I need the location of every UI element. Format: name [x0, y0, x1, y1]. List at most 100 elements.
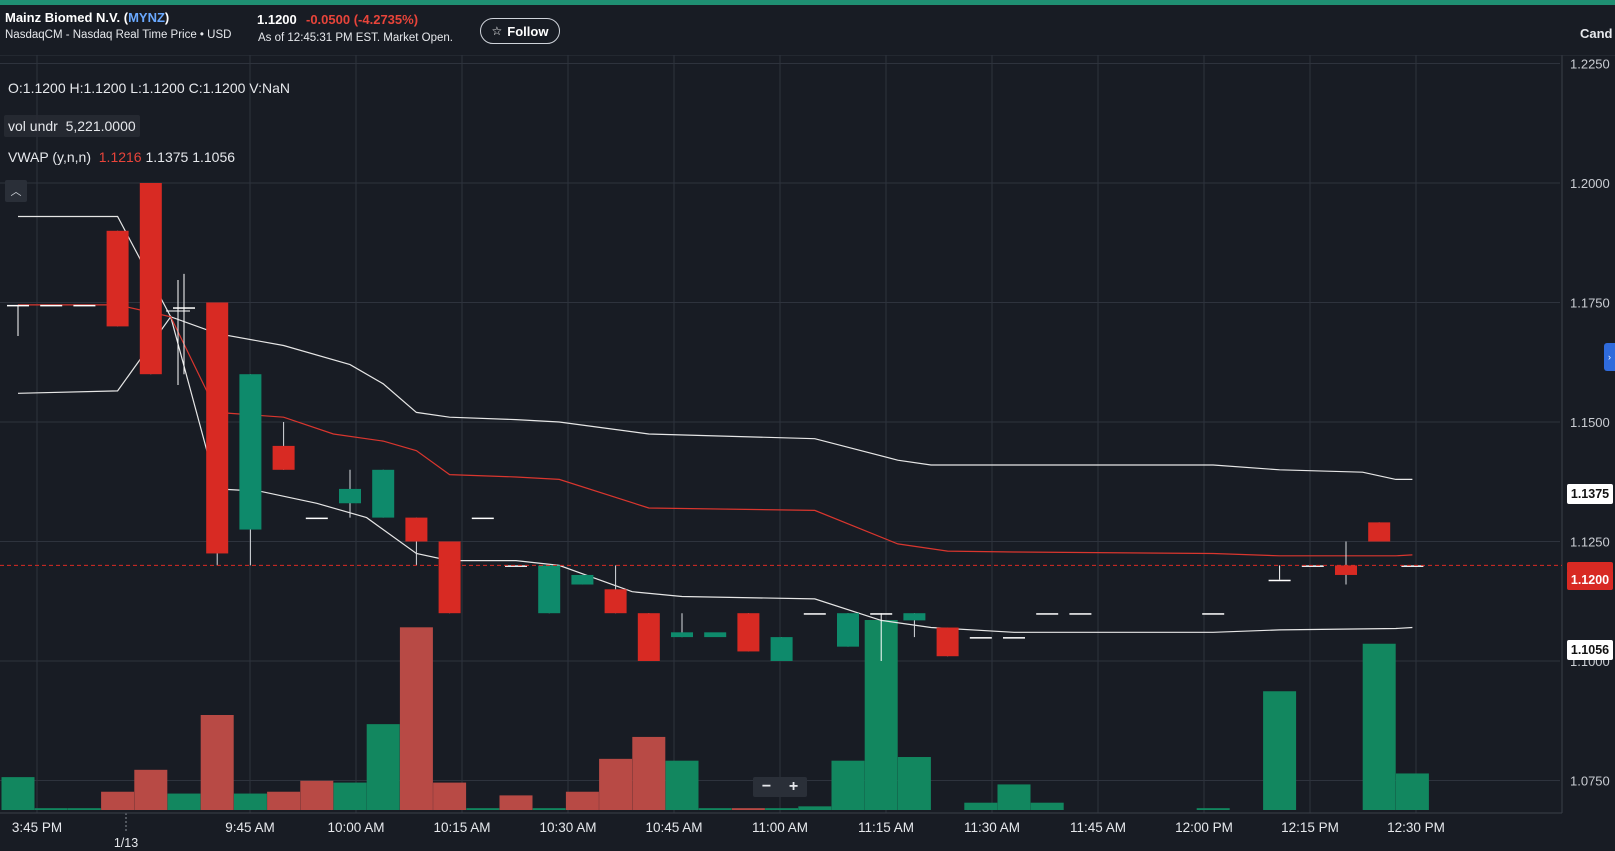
- candle-body: [272, 445, 295, 470]
- x-tick-label: 12:15 PM: [1281, 820, 1339, 835]
- price-change: -0.0500 (-4.2735%): [306, 12, 418, 27]
- volume-bar: [599, 758, 633, 810]
- candle-body: [1368, 522, 1391, 542]
- candle-body: [737, 613, 760, 652]
- vwap-legend: VWAP (y,n,n) 1.1216 1.1375 1.1056: [4, 146, 239, 168]
- change-value: -0.0500: [306, 12, 351, 27]
- candle-body: [305, 517, 328, 520]
- chevron-up-icon[interactable]: ︿: [5, 180, 27, 202]
- x-tick-label: 10:00 AM: [327, 820, 384, 835]
- vwap-mid-value: 1.1216: [98, 149, 142, 165]
- volume-bar: [831, 760, 865, 810]
- candle-body: [903, 613, 926, 621]
- volume-bars: [1, 620, 1429, 810]
- volume-bar: [698, 808, 732, 810]
- follow-label: Follow: [507, 23, 549, 39]
- volume-bar: [433, 782, 467, 810]
- side-panel-toggle[interactable]: ›: [1604, 343, 1615, 371]
- volume-bar: [897, 757, 931, 810]
- top-accent-bar: [0, 0, 1615, 5]
- x-tick-label: 11:00 AM: [752, 820, 808, 835]
- volume-bar: [134, 769, 168, 810]
- vwap-upper-band: [18, 215, 1413, 480]
- x-tick-label: 12:30 PM: [1387, 820, 1445, 835]
- candlesticks: [7, 183, 1424, 661]
- zoom-in-button[interactable]: +: [788, 778, 799, 795]
- candle-body: [40, 304, 63, 307]
- candle-body: [936, 627, 959, 657]
- x-tick-label: 11:15 AM: [858, 820, 914, 835]
- candle-body: [106, 230, 129, 327]
- volume-bar: [632, 736, 666, 810]
- exchange-info: NasdaqCM - Nasdaq Real Time Price • USD: [5, 29, 232, 41]
- y-tick-label: 1.0750: [1570, 774, 1610, 789]
- volume-bar: [731, 808, 765, 810]
- volume-bar: [34, 808, 68, 810]
- volume-bar: [964, 802, 998, 810]
- candle-body: [1036, 613, 1059, 615]
- volume-bar: [101, 791, 135, 810]
- y-tick-label: 1.1250: [1570, 535, 1610, 550]
- x-tick-label: 10:30 AM: [539, 820, 596, 835]
- x-tick-label: 10:45 AM: [645, 820, 702, 835]
- candle-body: [7, 304, 29, 307]
- last-price: 1.1200: [257, 12, 297, 27]
- volume-bar: [200, 715, 234, 810]
- company-name: Mainz Biomed N.V.: [5, 10, 121, 25]
- candle-body: [239, 374, 262, 530]
- current-price-tag: 1.1200: [1567, 570, 1613, 590]
- volume-bar: [366, 724, 400, 810]
- candle-body: [1401, 565, 1424, 567]
- candle-body: [1268, 579, 1291, 582]
- vwap-legend-label: VWAP (y,n,n): [8, 149, 91, 165]
- volume-bar: [267, 791, 301, 810]
- volume-legend-label: vol undr: [8, 118, 58, 134]
- candle-body: [770, 637, 793, 661]
- volume-bar: [997, 784, 1031, 810]
- volume-bar: [300, 780, 334, 810]
- volume-bar: [1030, 802, 1064, 810]
- chart-axes: 1.22501.20001.17501.15001.12501.10001.07…: [0, 55, 1615, 850]
- y-tick-label: 1.2250: [1570, 57, 1610, 72]
- ticker-symbol[interactable]: MYNZ: [128, 10, 165, 25]
- quote-header: Mainz Biomed N.V. (MYNZ) NasdaqCM - Nasd…: [0, 5, 1615, 55]
- candle-body: [1335, 565, 1357, 575]
- candle-body: [505, 565, 527, 567]
- security-title: Mainz Biomed N.V. (MYNZ): [5, 10, 170, 25]
- candle-body: [1202, 613, 1225, 615]
- candle-body: [538, 565, 561, 614]
- volume-legend: vol undr 5,221.0000: [4, 115, 140, 137]
- volume-bar: [798, 806, 832, 810]
- candle-body: [73, 304, 96, 307]
- price-chart[interactable]: 1.22501.20001.17501.15001.12501.10001.07…: [0, 55, 1615, 851]
- vwap-lower-price-tag: 1.1056: [1567, 640, 1613, 660]
- date-marker: 1/13: [114, 836, 138, 850]
- x-tick-label: 3:45 PM: [12, 820, 62, 835]
- candle-body: [405, 517, 428, 542]
- candle-body: [837, 613, 859, 647]
- volume-bar: [565, 791, 599, 810]
- candle-body: [1069, 613, 1092, 615]
- volume-bar: [765, 808, 799, 810]
- chart-type-selector[interactable]: Cand: [1580, 26, 1613, 41]
- follow-button[interactable]: ☆ Follow: [480, 18, 560, 44]
- candle-body: [173, 307, 195, 309]
- candle-body: [571, 574, 594, 585]
- vwap-upper-value: 1.1375: [145, 149, 189, 165]
- volume-bar: [1395, 773, 1429, 810]
- ohlc-legend: O:1.1200 H:1.1200 L:1.1200 C:1.1200 V:Na…: [8, 80, 291, 96]
- zoom-controls: − +: [753, 777, 807, 797]
- candle-body: [438, 541, 461, 614]
- volume-bar: [1196, 808, 1230, 810]
- volume-bar: [333, 782, 367, 810]
- candle-body: [1003, 637, 1025, 639]
- candle-body: [1301, 565, 1324, 567]
- candle-body: [372, 469, 395, 518]
- volume-bar: [67, 808, 101, 810]
- volume-bar: [1, 777, 35, 810]
- zoom-out-button[interactable]: −: [761, 778, 772, 795]
- x-tick-label: 11:30 AM: [964, 820, 1020, 835]
- x-tick-label: 11:45 AM: [1070, 820, 1126, 835]
- volume-bar: [233, 793, 267, 810]
- vwap-lower-value: 1.1056: [192, 149, 236, 165]
